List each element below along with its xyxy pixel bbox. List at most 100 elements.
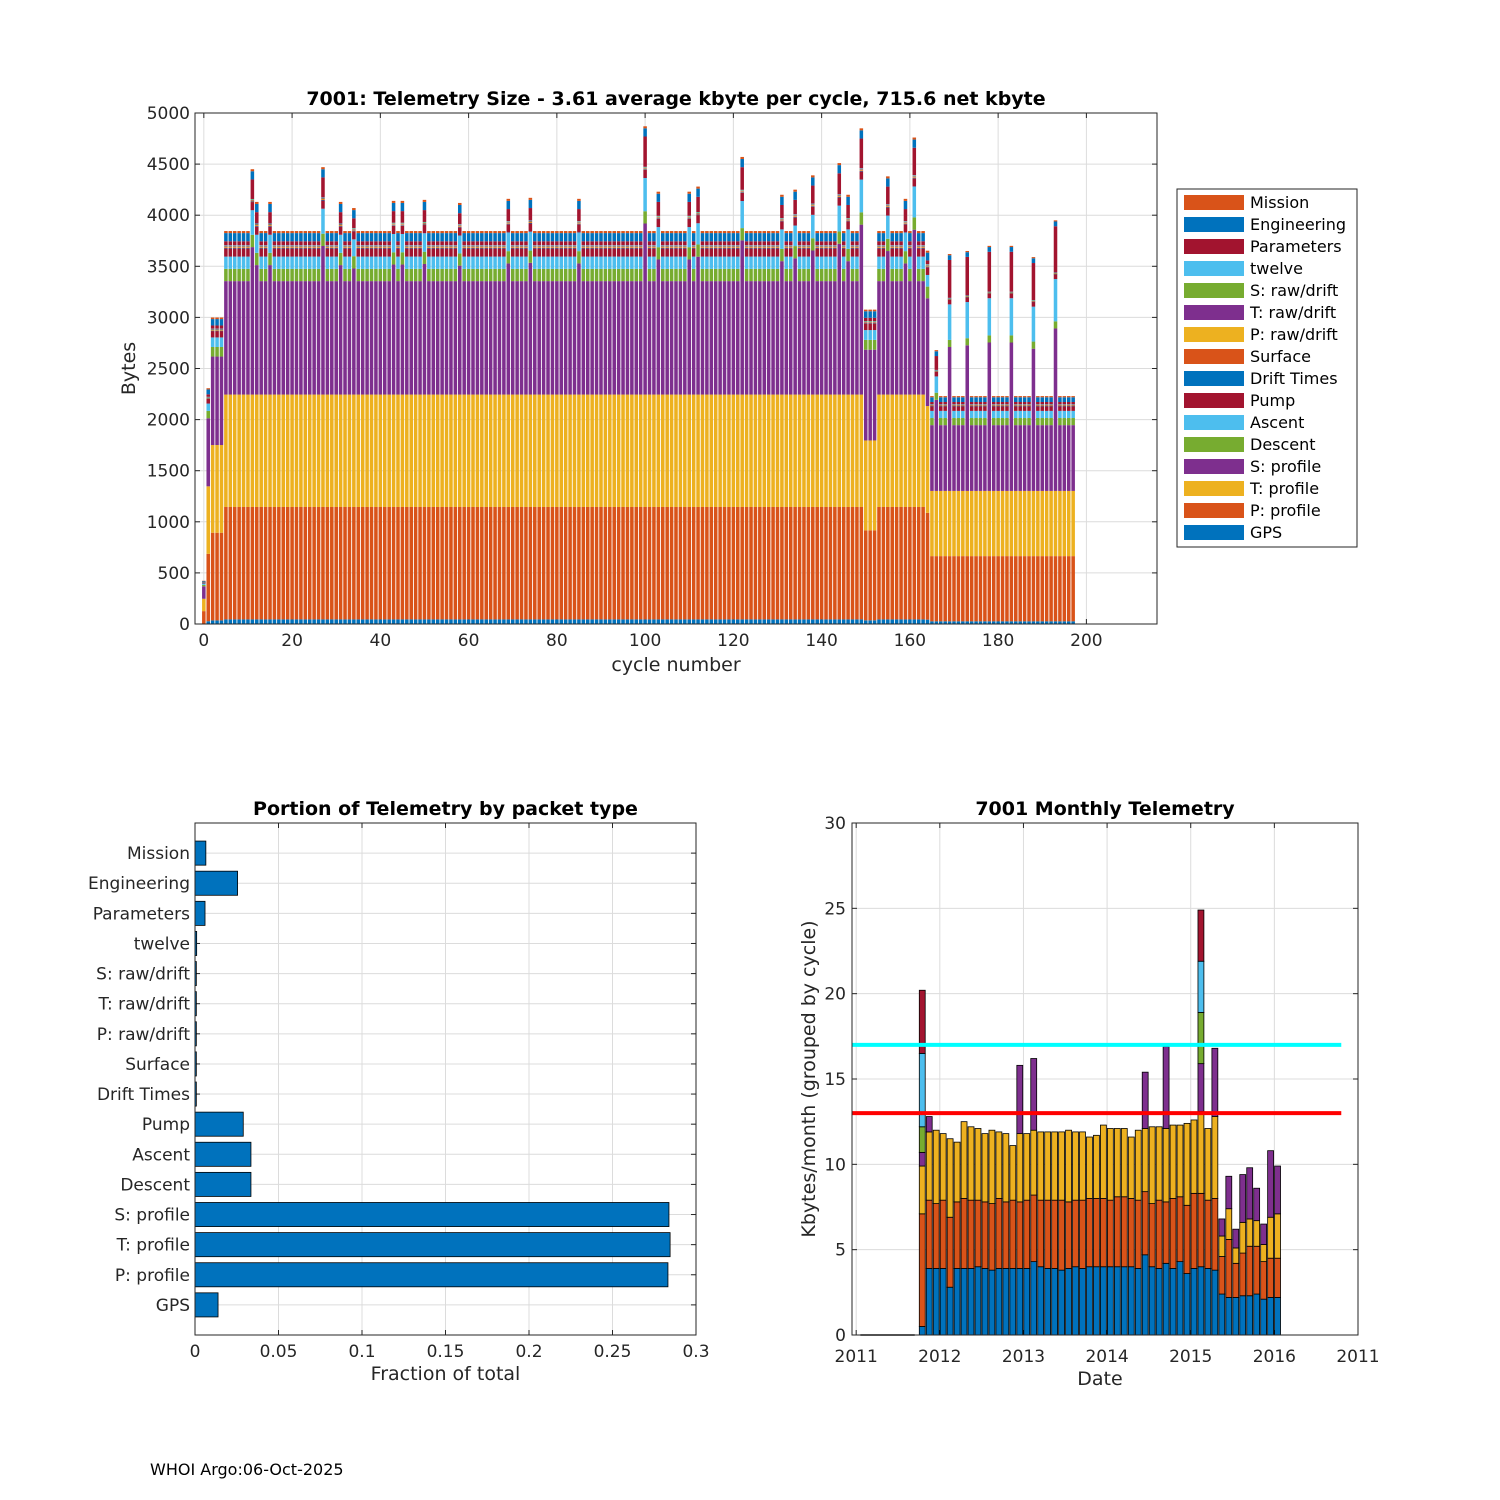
cycle-bar-segment xyxy=(828,281,833,395)
monthly-bar-segment xyxy=(1002,1201,1010,1269)
cycle-bar-segment xyxy=(413,231,418,234)
cycle-bar-segment xyxy=(396,247,400,249)
cycle-bar-segment xyxy=(563,246,568,248)
cycle-bar-segment xyxy=(382,248,387,257)
monthly-bar-segment xyxy=(967,1199,975,1269)
cycle-bar-segment xyxy=(510,619,515,624)
cycle-bar-segment xyxy=(484,619,489,624)
cycle-bar-segment xyxy=(616,245,621,246)
cycle-bar-segment xyxy=(515,233,519,242)
cycle-bar-segment xyxy=(528,506,533,620)
cycle-bar-segment xyxy=(731,233,736,242)
cycle-bar-segment xyxy=(947,298,952,299)
cycle-bar-segment xyxy=(705,281,709,395)
cycle-bar-segment xyxy=(687,619,692,624)
cycle-bar-segment xyxy=(713,245,718,247)
cycle-bar-segment xyxy=(241,248,246,257)
cycle-bar-segment xyxy=(312,268,316,282)
cycle-bar-segment xyxy=(859,224,864,395)
cycle-bar-segment xyxy=(1005,404,1009,405)
cycle-bar-segment xyxy=(272,247,277,249)
legend-swatch xyxy=(1184,239,1244,254)
cycle-bar-segment xyxy=(462,506,466,620)
cycle-bar-segment xyxy=(387,246,391,247)
cycle-bar-segment xyxy=(299,245,303,247)
cycle-bar-segment xyxy=(881,245,886,246)
cycle-bar-segment xyxy=(872,330,877,340)
cycle-bar-segment xyxy=(815,281,819,395)
monthly-bar-segment xyxy=(1120,1266,1128,1336)
cycle-bar-segment xyxy=(255,226,259,227)
cycle-bar-segment xyxy=(250,247,255,395)
cycle-bar-segment xyxy=(352,256,356,269)
cycle-bar-segment xyxy=(246,247,250,248)
cycle-bar-segment xyxy=(846,219,850,221)
monthly-bar-segment xyxy=(1204,1128,1212,1201)
cycle-bar-segment xyxy=(916,245,921,246)
cycle-bar-segment xyxy=(1071,396,1075,398)
cycle-bar-segment xyxy=(559,246,564,248)
cycle-bar-segment xyxy=(572,246,577,248)
cycle-bar-segment xyxy=(775,247,780,248)
monthly-bar-segment xyxy=(1267,1297,1274,1336)
cycle-bar-segment xyxy=(1062,425,1067,491)
cycle-bar-segment xyxy=(1031,300,1036,301)
cycle-bar-segment xyxy=(466,231,471,234)
cycle-bar-segment xyxy=(559,506,564,620)
cycle-bar-segment xyxy=(713,247,718,249)
cycle-bar-segment xyxy=(1062,406,1067,411)
cycle-bar-segment xyxy=(731,268,736,282)
cycle-bar-segment xyxy=(996,406,1000,411)
cycle-bar-segment xyxy=(908,246,912,248)
cycle-bar-segment xyxy=(625,506,630,620)
cycle-bar-segment xyxy=(811,619,815,624)
legend-swatch xyxy=(1184,327,1244,342)
cycle-bar-segment xyxy=(1022,556,1027,622)
cycle-bar-segment xyxy=(974,410,978,419)
cycle-bar-segment xyxy=(307,233,312,242)
cycle-bar-segment xyxy=(480,245,484,247)
cycle-bar-segment xyxy=(462,247,466,248)
cycle-bar-segment xyxy=(846,219,850,220)
cycle-bar-segment xyxy=(519,394,524,507)
cycle-bar-segment xyxy=(850,246,855,247)
cycle-bar-segment xyxy=(797,281,802,395)
cycle-bar-segment xyxy=(453,281,458,395)
cycle-bar-segment xyxy=(608,245,612,247)
cycle-bar-segment xyxy=(590,231,594,234)
cycle-bar-segment xyxy=(506,506,511,620)
cycle-bar-segment xyxy=(965,296,970,297)
cycle-bar-segment xyxy=(665,247,669,248)
cycle-bar-segment xyxy=(396,268,400,282)
cycle-bar-segment xyxy=(859,138,864,169)
monthly-bar-segment xyxy=(1141,1254,1149,1336)
cycle-bar-segment xyxy=(334,248,338,257)
cycle-bar-segment xyxy=(766,247,771,249)
cycle-bar-segment xyxy=(387,394,391,507)
cycle-bar-segment xyxy=(590,281,594,395)
cycle-bar-segment xyxy=(206,396,211,398)
cycle-bar-segment xyxy=(435,256,440,269)
cycle-bar-segment xyxy=(877,233,881,242)
cycle-bar-segment xyxy=(625,233,630,242)
cycle-bar-segment xyxy=(811,506,815,620)
cycle-bar-segment xyxy=(506,251,511,264)
cycle-bar-segment xyxy=(550,281,555,395)
cycle-bar-segment xyxy=(502,241,506,246)
cycle-bar-segment xyxy=(321,245,325,395)
cycle-bar-segment xyxy=(307,247,312,249)
cycle-bar-segment xyxy=(727,241,731,246)
cycle-bar-segment xyxy=(577,263,581,395)
cycle-bar-segment xyxy=(722,245,727,246)
cycle-bar-segment xyxy=(674,233,678,242)
cycle-bar-segment xyxy=(268,506,272,620)
cycle-bar-segment xyxy=(718,233,722,242)
cycle-bar-segment xyxy=(846,220,850,221)
cycle-bar-segment xyxy=(519,231,524,234)
cycle-bar-segment xyxy=(660,246,665,247)
cycle-bar-segment xyxy=(537,247,541,249)
cycle-bar-segment xyxy=(899,619,903,624)
cycle-bar-segment xyxy=(956,405,961,407)
cycle-bar-segment xyxy=(802,256,806,269)
cycle-bar-segment xyxy=(506,198,511,201)
